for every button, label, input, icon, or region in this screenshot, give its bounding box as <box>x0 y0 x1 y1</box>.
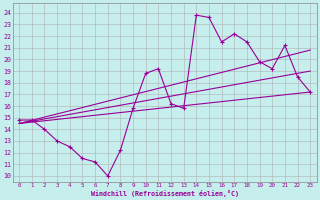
X-axis label: Windchill (Refroidissement éolien,°C): Windchill (Refroidissement éolien,°C) <box>91 190 239 197</box>
